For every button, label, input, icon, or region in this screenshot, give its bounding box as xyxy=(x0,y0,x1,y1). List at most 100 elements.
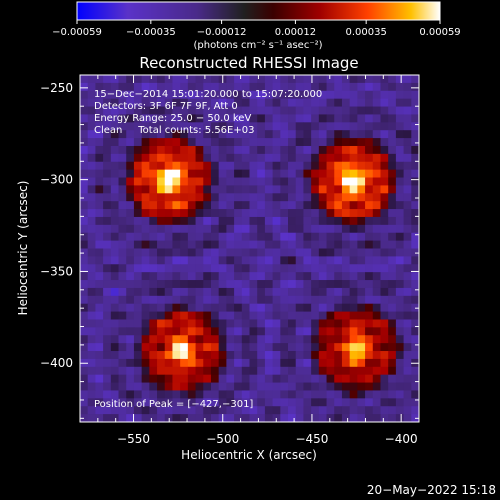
heatmap-cell xyxy=(210,351,220,360)
heatmap-cell xyxy=(241,256,250,265)
heatmap-cell xyxy=(87,358,96,368)
heatmap-cell xyxy=(295,193,304,202)
heatmap-cell xyxy=(141,177,150,186)
heatmap-cell xyxy=(180,256,189,265)
heatmap-cell xyxy=(264,398,274,407)
heatmap-cell xyxy=(80,398,89,407)
heatmap-cell xyxy=(280,414,289,422)
y-tick-label: −300 xyxy=(40,173,73,187)
heatmap-cell xyxy=(326,114,335,123)
heatmap-cell xyxy=(395,185,404,194)
heatmap-cell xyxy=(210,256,220,265)
heatmap-cell xyxy=(141,106,150,115)
heatmap-cell xyxy=(149,82,158,92)
heatmap-cell xyxy=(365,145,374,155)
heatmap-cell xyxy=(118,122,127,131)
heatmap-cell xyxy=(357,130,366,139)
heatmap-cell xyxy=(380,272,389,281)
heatmap-cell xyxy=(103,382,112,391)
heatmap-cell xyxy=(388,390,397,399)
heatmap-cell xyxy=(264,390,274,399)
heatmap-cell xyxy=(249,161,258,171)
heatmap-cell xyxy=(318,264,327,273)
heatmap-cell xyxy=(203,319,212,328)
heatmap-cell xyxy=(280,161,289,171)
heatmap-cell xyxy=(203,256,212,265)
heatmap-cell xyxy=(272,256,281,265)
heatmap-cell xyxy=(334,295,343,305)
heatmap-cell xyxy=(226,201,235,210)
heatmap-cell xyxy=(195,280,204,289)
heatmap-cell xyxy=(380,153,389,163)
heatmap-cell xyxy=(141,209,150,218)
heatmap-cell xyxy=(380,414,389,422)
heatmap-cell xyxy=(372,319,381,328)
y-tick-label: −350 xyxy=(40,264,73,278)
heatmap-cell xyxy=(249,153,258,163)
heatmap-cell xyxy=(80,138,89,147)
heatmap-cell xyxy=(280,287,289,297)
heatmap-cell xyxy=(264,343,274,352)
heatmap-cell xyxy=(326,177,335,186)
heatmap-cell xyxy=(303,98,312,107)
heatmap-cell xyxy=(149,358,158,368)
heatmap-cell xyxy=(195,98,204,107)
heatmap-cell xyxy=(257,343,266,352)
heatmap-cell xyxy=(326,153,335,163)
heatmap-cell xyxy=(80,272,89,281)
heatmap-cell xyxy=(288,90,297,100)
heatmap-cell xyxy=(110,138,119,147)
heatmap-cell xyxy=(372,98,381,107)
heatmap-cell xyxy=(349,240,358,249)
heatmap-cell xyxy=(311,209,320,218)
heatmap-cell xyxy=(326,327,335,336)
heatmap-cell xyxy=(187,272,196,281)
heatmap-cell xyxy=(195,414,204,422)
heatmap-cell xyxy=(411,114,419,123)
heatmap-cell xyxy=(118,311,127,320)
heatmap-cell xyxy=(264,201,274,210)
heatmap-cell xyxy=(126,264,135,273)
heatmap-cell xyxy=(133,114,143,123)
heatmap-cell xyxy=(280,106,289,115)
heatmap-cell xyxy=(218,382,227,391)
heatmap-cell xyxy=(272,98,281,107)
heatmap-cell xyxy=(357,153,366,163)
heatmap-cell xyxy=(87,193,96,202)
heatmap-cell xyxy=(95,185,104,194)
heatmap-cell xyxy=(280,138,289,147)
heatmap-cell xyxy=(288,335,297,344)
heatmap-cell xyxy=(264,122,274,131)
heatmap-cell xyxy=(288,201,297,210)
heatmap-cell xyxy=(218,82,227,92)
heatmap-cell xyxy=(133,224,143,234)
heatmap-cell xyxy=(149,295,158,305)
heatmap-cell xyxy=(80,209,89,218)
heatmap-cell xyxy=(110,209,119,218)
heatmap-cell xyxy=(103,201,112,210)
heatmap-cell xyxy=(395,138,404,147)
heatmap-cell xyxy=(241,193,250,202)
heatmap-cell xyxy=(249,114,258,123)
heatmap-cell xyxy=(411,82,419,92)
heatmap-cell xyxy=(326,256,335,265)
heatmap-cell xyxy=(388,145,397,155)
heatmap-cell xyxy=(133,382,143,391)
heatmap-cell xyxy=(341,256,351,265)
heatmap-cell xyxy=(341,138,351,147)
heatmap-cell xyxy=(172,287,181,297)
heatmap-cell xyxy=(226,209,235,218)
heatmap-cell xyxy=(403,358,412,368)
heatmap-cell xyxy=(80,382,89,391)
heatmap-cell xyxy=(326,374,335,383)
heatmap-cell xyxy=(118,201,127,210)
heatmap-cell xyxy=(403,256,412,265)
heatmap-cell xyxy=(95,319,104,328)
heatmap-cell xyxy=(141,319,150,328)
heatmap-cell xyxy=(341,343,351,352)
heatmap-cell xyxy=(234,209,243,218)
heatmap-cell xyxy=(187,169,196,178)
heatmap-cell xyxy=(388,90,397,100)
heatmap-cell xyxy=(80,295,89,305)
heatmap-cell xyxy=(326,201,335,210)
